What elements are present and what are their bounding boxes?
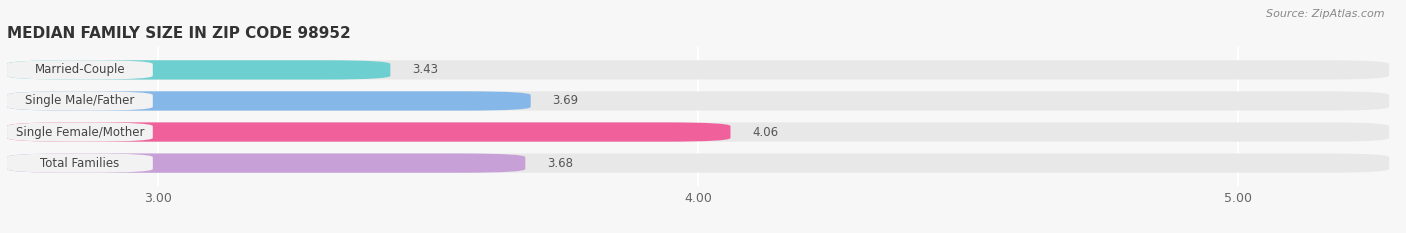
FancyBboxPatch shape <box>7 122 731 142</box>
Text: 3.43: 3.43 <box>412 63 437 76</box>
FancyBboxPatch shape <box>7 154 153 173</box>
FancyBboxPatch shape <box>7 154 1389 173</box>
FancyBboxPatch shape <box>7 60 391 79</box>
FancyBboxPatch shape <box>7 60 153 79</box>
FancyBboxPatch shape <box>7 91 153 111</box>
Text: Married-Couple: Married-Couple <box>35 63 125 76</box>
Text: Single Male/Father: Single Male/Father <box>25 94 135 107</box>
Text: 3.68: 3.68 <box>547 157 572 170</box>
Text: 4.06: 4.06 <box>752 126 778 139</box>
Text: Total Families: Total Families <box>41 157 120 170</box>
FancyBboxPatch shape <box>7 60 1389 79</box>
FancyBboxPatch shape <box>7 154 526 173</box>
FancyBboxPatch shape <box>7 122 153 142</box>
FancyBboxPatch shape <box>7 91 530 111</box>
Text: Single Female/Mother: Single Female/Mother <box>15 126 145 139</box>
FancyBboxPatch shape <box>7 122 1389 142</box>
Text: 3.69: 3.69 <box>553 94 578 107</box>
FancyBboxPatch shape <box>7 91 1389 111</box>
Text: Source: ZipAtlas.com: Source: ZipAtlas.com <box>1267 9 1385 19</box>
Text: MEDIAN FAMILY SIZE IN ZIP CODE 98952: MEDIAN FAMILY SIZE IN ZIP CODE 98952 <box>7 26 350 41</box>
